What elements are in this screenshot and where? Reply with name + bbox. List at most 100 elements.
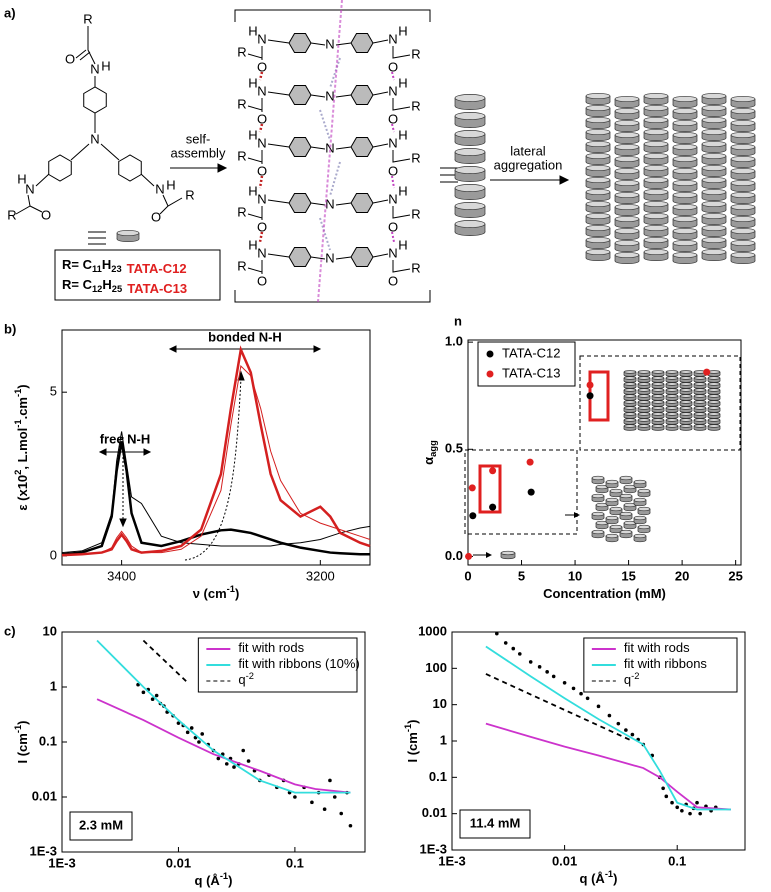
disk-top bbox=[643, 92, 669, 100]
disk-top bbox=[701, 176, 727, 184]
y-axis-label-part: .cm bbox=[15, 397, 30, 419]
disk-top bbox=[619, 475, 633, 481]
disk-top bbox=[679, 394, 693, 398]
disk-top bbox=[605, 497, 619, 503]
x-axis-label-part: ) bbox=[613, 871, 617, 886]
disk-edge bbox=[672, 195, 698, 201]
atom-label: N bbox=[388, 31, 397, 46]
y-tick-label: 1E-3 bbox=[420, 841, 447, 856]
y-axis-label-part: -1 bbox=[13, 389, 23, 397]
disk-top bbox=[707, 388, 721, 392]
disk-top bbox=[730, 155, 756, 163]
disk-edge bbox=[643, 108, 669, 114]
atom-label: N bbox=[388, 135, 397, 150]
disk-top bbox=[651, 376, 665, 380]
disk-top bbox=[707, 382, 721, 386]
disk-top bbox=[707, 376, 721, 380]
disk-edge bbox=[730, 183, 756, 189]
atom-label: O bbox=[388, 59, 398, 74]
disk-edge bbox=[585, 204, 611, 210]
legend-label-part: q bbox=[624, 672, 631, 687]
atom-label: N bbox=[25, 181, 34, 196]
disk-side bbox=[455, 134, 485, 142]
y-axis-label-part: agg bbox=[428, 440, 438, 457]
disk-top bbox=[665, 388, 679, 392]
disk-top bbox=[707, 394, 721, 398]
legend-label-part: fit with ribbons (10%) bbox=[238, 656, 359, 671]
disk-top bbox=[707, 424, 721, 428]
x-axis-label-part: Concentration (mM) bbox=[543, 586, 666, 601]
disk-top bbox=[637, 406, 651, 410]
legend-label-part: q bbox=[238, 672, 245, 687]
disk-edge bbox=[701, 216, 727, 222]
disk-top bbox=[665, 376, 679, 380]
disk-top bbox=[454, 184, 486, 192]
y-tick-label: 1E-3 bbox=[30, 843, 57, 858]
disk-edge bbox=[730, 111, 756, 117]
atom-label: R bbox=[185, 187, 194, 202]
step-label: self- bbox=[186, 131, 211, 146]
data-point bbox=[585, 696, 590, 701]
disk-edge bbox=[672, 111, 698, 117]
disk-top bbox=[679, 412, 693, 416]
r-label-part: R= C bbox=[62, 277, 93, 292]
disk-top bbox=[637, 382, 651, 386]
data-point bbox=[322, 807, 327, 812]
disk-top bbox=[665, 400, 679, 404]
data-point bbox=[688, 811, 692, 816]
step-label: assembly bbox=[171, 145, 226, 160]
disk-top bbox=[623, 394, 637, 398]
x-tick-label: 10 bbox=[568, 568, 582, 583]
data-point bbox=[154, 693, 159, 698]
data-point bbox=[185, 730, 190, 735]
bond bbox=[247, 91, 411, 112]
atom-label: H bbox=[398, 127, 407, 142]
arrow-head bbox=[217, 163, 228, 173]
disk-edge bbox=[585, 108, 611, 114]
disk-top bbox=[665, 424, 679, 428]
y-axis-label-part: , L.mol bbox=[15, 428, 30, 470]
data-point bbox=[698, 811, 702, 816]
disk-top bbox=[637, 370, 651, 374]
data-point bbox=[607, 713, 612, 718]
data-point bbox=[176, 721, 181, 725]
plot-frame bbox=[61, 329, 371, 566]
data-point bbox=[310, 800, 314, 805]
y-tick-label: 0.01 bbox=[422, 805, 447, 820]
disk-top bbox=[730, 239, 756, 247]
disk-top bbox=[672, 179, 698, 187]
disk-top bbox=[672, 131, 698, 139]
disk-edge bbox=[730, 147, 756, 153]
disk-top bbox=[707, 418, 721, 422]
r-label-box bbox=[54, 249, 221, 301]
atom-label: O bbox=[65, 51, 75, 66]
disk-top bbox=[665, 412, 679, 416]
disk-edge bbox=[701, 180, 727, 186]
data-point bbox=[537, 665, 542, 669]
atom-label: H bbox=[248, 237, 257, 252]
disk-top bbox=[730, 95, 756, 103]
disk-top bbox=[609, 524, 623, 530]
disk-top bbox=[454, 220, 486, 228]
annotation: 2.3 mM bbox=[79, 817, 123, 832]
r-label-part: H bbox=[102, 257, 111, 272]
atom-label: R bbox=[411, 260, 420, 275]
disk-edge bbox=[643, 216, 669, 222]
atom-label: N bbox=[325, 36, 334, 51]
x-axis-label-part: -1 bbox=[605, 869, 613, 879]
disk-top bbox=[643, 212, 669, 220]
data-point bbox=[246, 759, 251, 763]
disk-top bbox=[665, 382, 679, 386]
atom-label: O bbox=[388, 111, 398, 126]
disk-top bbox=[730, 251, 756, 259]
data-point bbox=[489, 467, 497, 475]
disk-top bbox=[693, 418, 707, 422]
disk-top bbox=[730, 179, 756, 187]
disk-top bbox=[693, 376, 707, 380]
atom-label: R bbox=[411, 46, 420, 61]
disk-top bbox=[605, 515, 619, 521]
disk-edge bbox=[730, 195, 756, 201]
atom-label: H bbox=[17, 171, 26, 186]
disk-edge bbox=[614, 123, 640, 129]
disk-top bbox=[633, 497, 647, 503]
